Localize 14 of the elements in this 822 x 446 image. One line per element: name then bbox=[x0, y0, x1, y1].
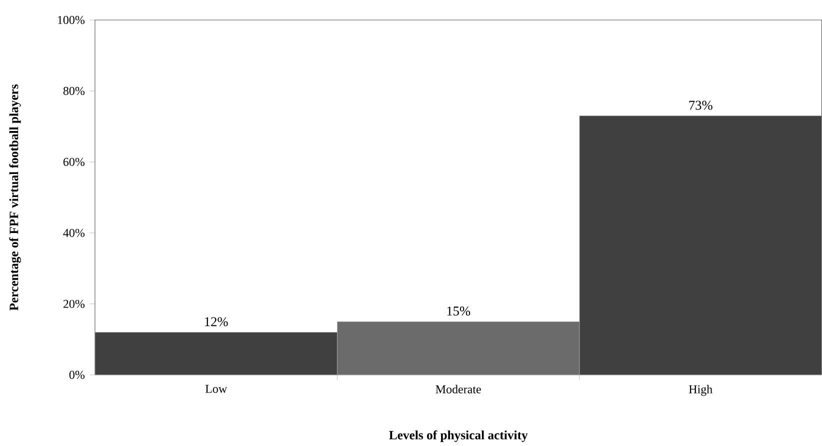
x-tick-label: Low bbox=[205, 384, 228, 393]
x-tick-label: Moderate bbox=[436, 384, 481, 394]
y-axis-title: Percentage of FPF virtual football players bbox=[9, 84, 21, 310]
data-label: 15% bbox=[447, 306, 470, 316]
y-tick-label: 40% bbox=[63, 228, 85, 237]
y-tick-label: 0% bbox=[69, 370, 85, 379]
y-tick-label: 80% bbox=[63, 86, 85, 95]
y-tick-label: 100% bbox=[58, 16, 85, 24]
y-tick-label: 60% bbox=[63, 158, 85, 166]
x-axis-title: Levels of physical activity bbox=[389, 430, 528, 442]
data-label: 12% bbox=[205, 316, 228, 326]
x-tick-label: High bbox=[688, 384, 712, 396]
data-label: 73% bbox=[689, 100, 712, 110]
y-tick-label: 20% bbox=[63, 300, 85, 308]
